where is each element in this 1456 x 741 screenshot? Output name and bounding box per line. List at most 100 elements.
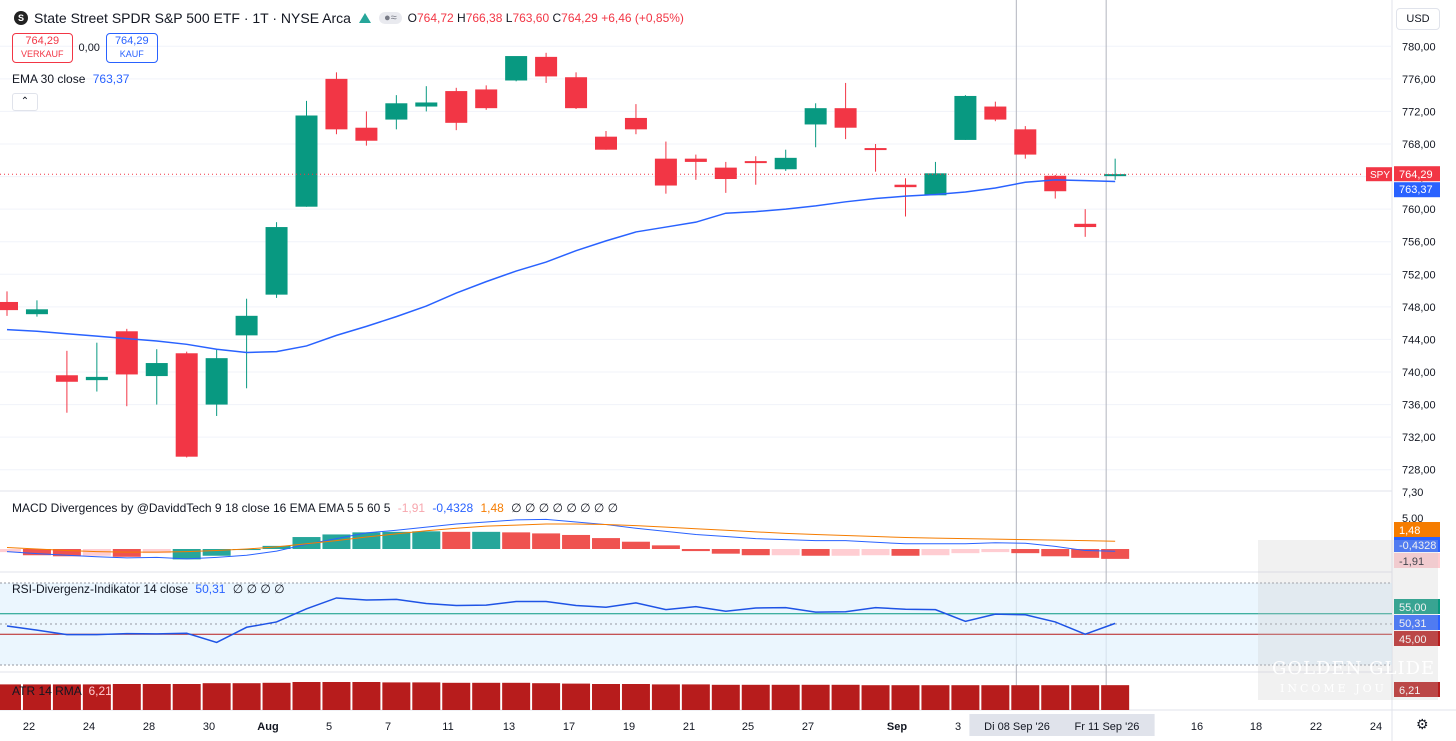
time-tick-label: Fr 11 Sep '26 bbox=[1075, 721, 1140, 733]
time-tick-label: 21 bbox=[683, 721, 695, 733]
symbol-title[interactable]: State Street SPDR S&P 500 ETF · 1T · NYS… bbox=[34, 10, 351, 26]
macd-histogram-bar bbox=[592, 538, 620, 549]
macd-histogram-bar bbox=[951, 549, 980, 554]
macd-histogram-bar bbox=[262, 545, 291, 549]
macd-histogram-bar bbox=[172, 549, 201, 560]
ema-line bbox=[6, 179, 1116, 354]
atr-bar bbox=[1011, 685, 1040, 710]
rsi-value-tag bbox=[1394, 599, 1440, 614]
macd-histogram-bar bbox=[711, 549, 740, 554]
price-tick-label: 736,00 bbox=[1402, 400, 1436, 412]
collapse-legend-chevron-icon[interactable]: ⌃ bbox=[12, 93, 38, 111]
price-tick-label: 748,00 bbox=[1402, 302, 1436, 314]
macd-value-tag-label: -1,91 bbox=[1399, 556, 1424, 568]
atr-bar bbox=[981, 685, 1010, 710]
macd-histogram-bar bbox=[232, 549, 261, 551]
time-tick-label: 22 bbox=[23, 721, 35, 733]
candle-body bbox=[595, 136, 617, 150]
candle-body bbox=[505, 56, 528, 81]
price-tick-label: 772,00 bbox=[1402, 106, 1436, 118]
candle-body bbox=[1074, 223, 1097, 228]
atr-bar bbox=[1101, 685, 1130, 710]
macd-value-tag-label: 1,48 bbox=[1399, 525, 1420, 537]
ohlc-readout: O764,72 H766,38 L763,60 C764,29 +6,46 (+… bbox=[407, 11, 684, 25]
macd-legend[interactable]: MACD Divergences by @DaviddTech 9 18 clo… bbox=[12, 501, 619, 515]
time-tick-label: 18 bbox=[1250, 721, 1262, 733]
atr-bar bbox=[861, 685, 890, 710]
atr-bar bbox=[711, 684, 740, 710]
atr-bar bbox=[502, 682, 531, 710]
rsi-value-tag-label: 45,00 bbox=[1399, 634, 1427, 646]
macd-histogram-bar bbox=[562, 534, 591, 549]
candle-body bbox=[115, 331, 138, 375]
atr-legend[interactable]: ATR 14 RMA 6,21 bbox=[12, 684, 112, 698]
macd-value-tag bbox=[1394, 537, 1440, 552]
symbol-tag-label: SPY bbox=[1370, 170, 1390, 181]
settings-gear-icon[interactable]: ⚙ bbox=[1416, 716, 1429, 732]
ema-legend[interactable]: EMA 30 close 763,37 bbox=[12, 72, 130, 86]
time-tick-label: 27 bbox=[802, 721, 814, 733]
sell-button[interactable]: 764,29 VERKAUF bbox=[12, 33, 73, 63]
candle-body bbox=[1104, 174, 1127, 177]
currency-selector[interactable]: USD bbox=[1396, 8, 1440, 30]
rsi-value-tag bbox=[1394, 615, 1440, 630]
watermark-logo: GOLDEN GLIDE INCOME JOU bbox=[1258, 540, 1438, 700]
time-tick-label: 30 bbox=[203, 721, 215, 733]
macd-histogram-bar bbox=[382, 531, 411, 549]
rsi-legend[interactable]: RSI-Divergenz-Indikator 14 close 50,31 ∅… bbox=[12, 582, 285, 596]
atr-bar bbox=[172, 684, 201, 710]
time-tick-label: 24 bbox=[83, 721, 95, 733]
candle-body bbox=[924, 173, 947, 196]
atr-bar bbox=[472, 682, 501, 710]
macd-histogram-bar bbox=[0, 549, 21, 553]
atr-bar bbox=[1041, 685, 1070, 710]
price-tick-label: 728,00 bbox=[1402, 465, 1436, 477]
rsi-value-tag-label: 55,00 bbox=[1399, 602, 1427, 614]
trade-panel: 764,29 VERKAUF 0,00 764,29 KAUF bbox=[12, 33, 158, 63]
atr-value-tag-label: 6,21 bbox=[1399, 685, 1420, 697]
price-tick-label: 744,00 bbox=[1402, 334, 1436, 346]
time-tick-label: 28 bbox=[143, 721, 155, 733]
atr-bar bbox=[262, 682, 291, 710]
ema-tag-label: 763,37 bbox=[1399, 184, 1433, 196]
candle-body bbox=[175, 353, 198, 457]
macd-histogram-bar bbox=[442, 531, 471, 549]
atr-bar bbox=[651, 684, 680, 710]
atr-bar bbox=[562, 683, 591, 710]
macd-histogram-bar bbox=[112, 549, 141, 557]
price-tick-label: 768,00 bbox=[1402, 139, 1436, 151]
atr-bar bbox=[52, 684, 81, 710]
macd-histogram-bar bbox=[22, 549, 51, 556]
visibility-toggle-icon[interactable]: ●≈ bbox=[378, 12, 402, 24]
macd-histogram-bar bbox=[1101, 549, 1130, 559]
signal-line bbox=[6, 523, 1116, 553]
price-tick-label: 752,00 bbox=[1402, 269, 1436, 281]
buy-button[interactable]: 764,29 KAUF bbox=[105, 33, 158, 63]
macd-histogram-bar bbox=[202, 549, 231, 556]
atr-bar bbox=[22, 684, 51, 710]
rsi-value-tag-label: 50,31 bbox=[1399, 618, 1427, 630]
last-price-tag-label: 764,29 bbox=[1399, 169, 1433, 181]
candle-body bbox=[1044, 175, 1067, 192]
macd-histogram-bar bbox=[771, 549, 800, 556]
symbol-logo-icon: S bbox=[14, 11, 28, 25]
candle-body bbox=[954, 95, 977, 140]
candle-body bbox=[325, 78, 348, 130]
candle-body bbox=[535, 56, 558, 77]
rsi-line bbox=[6, 597, 1116, 644]
time-tick-label: 25 bbox=[742, 721, 754, 733]
macd-histogram-bar bbox=[741, 549, 770, 556]
price-tick-label: 776,00 bbox=[1402, 74, 1436, 86]
price-tick-label: 760,00 bbox=[1402, 204, 1436, 216]
price-tick-label: 732,00 bbox=[1402, 432, 1436, 444]
atr-bar bbox=[322, 682, 351, 710]
price-tick-label: 780,00 bbox=[1402, 41, 1436, 53]
candle-body bbox=[385, 103, 408, 120]
candle-body bbox=[295, 115, 318, 207]
atr-bar bbox=[82, 684, 111, 710]
macd-histogram-bar bbox=[681, 549, 710, 552]
atr-bar bbox=[532, 683, 561, 710]
price-tick-label: 756,00 bbox=[1402, 237, 1436, 249]
atr-bar bbox=[442, 682, 471, 710]
